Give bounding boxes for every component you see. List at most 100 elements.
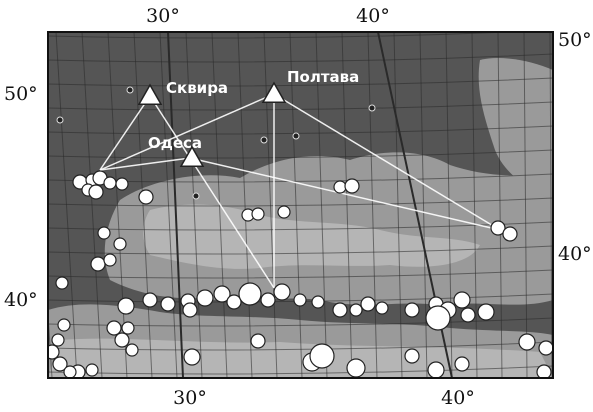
left-lat-label-40: 40°	[4, 289, 38, 311]
station-label-skvyra: Сквира	[166, 79, 228, 97]
station-marker-odesa	[179, 145, 205, 167]
parallel-line	[48, 269, 553, 279]
circle-event-icon	[85, 363, 99, 377]
meridian-line	[237, 32, 253, 378]
circle-event-icon	[538, 340, 553, 356]
circle-event-icon	[113, 237, 127, 251]
meridian-line	[289, 32, 303, 378]
circle-event-icon	[142, 292, 158, 308]
meridian-line	[133, 32, 153, 378]
ray-path	[99, 95, 151, 171]
circle-event-icon	[404, 302, 420, 318]
circle-event-icon	[502, 226, 518, 242]
meridian-line	[263, 32, 278, 378]
station-label-poltava: Полтава	[287, 68, 359, 86]
circle-event-icon	[360, 296, 376, 312]
circle-event-icon	[121, 321, 135, 335]
circle-event-icon	[344, 178, 360, 194]
point-marker-icon	[368, 104, 376, 112]
parallel-line	[48, 197, 553, 207]
right-lat-label-50: 50°	[558, 29, 592, 51]
point-marker-icon	[126, 86, 134, 94]
circle-event-icon	[490, 220, 506, 236]
circle-event-icon	[114, 332, 130, 348]
circle-event-icon	[425, 305, 451, 331]
circle-event-icon	[196, 289, 214, 307]
meridian-line	[159, 32, 178, 378]
circle-event-icon	[250, 333, 266, 349]
circle-event-icon	[103, 253, 117, 267]
circle-event-icon	[293, 293, 307, 307]
top-lon-label-30: 30°	[146, 5, 180, 27]
meridian-30	[167, 32, 184, 378]
circle-event-icon	[260, 292, 276, 308]
ray-path	[273, 93, 501, 231]
right-lat-label-40: 40°	[558, 243, 592, 265]
circle-event-icon	[349, 303, 363, 317]
meridian-line	[445, 32, 453, 378]
ray-paths	[99, 93, 501, 289]
circle-event-icon	[52, 356, 68, 372]
circle-event-icon	[404, 348, 420, 364]
event-markers	[48, 86, 553, 378]
circle-event-icon	[48, 344, 60, 360]
point-marker-icon	[292, 132, 300, 140]
circle-event-icon	[138, 189, 154, 205]
circle-event-icon	[117, 297, 135, 315]
circle-event-icon	[346, 358, 366, 378]
circle-event-icon	[183, 348, 201, 366]
meridian-line	[549, 32, 553, 378]
circle-event-icon	[427, 361, 445, 378]
circle-event-icon	[90, 256, 106, 272]
circle-event-icon	[453, 291, 471, 309]
parallel-line	[48, 125, 553, 135]
station-marker-skvyra	[137, 83, 163, 105]
station-marker-poltava	[261, 81, 287, 103]
circle-event-icon	[88, 184, 104, 200]
parallel-line	[48, 245, 553, 255]
circle-event-icon	[518, 333, 536, 351]
circle-event-icon	[213, 285, 231, 303]
circle-event-icon	[333, 180, 347, 194]
ray-path	[189, 157, 501, 231]
ray-path	[189, 157, 275, 289]
meridian-line	[576, 32, 577, 378]
circle-event-icon	[160, 296, 176, 312]
point-marker-icon	[56, 116, 64, 124]
circle-event-icon	[375, 301, 389, 315]
meridian-line	[55, 32, 78, 378]
bottom-lon-label-30: 30°	[173, 387, 207, 409]
ray-path	[99, 157, 191, 171]
top-lon-label-40: 40°	[356, 5, 390, 27]
parallel-line	[48, 53, 553, 63]
parallel-line	[48, 221, 553, 231]
circle-event-icon	[115, 177, 129, 191]
circle-event-icon	[226, 294, 242, 310]
circle-event-icon	[57, 318, 71, 332]
circle-event-icon	[97, 226, 111, 240]
circle-event-icon	[460, 307, 476, 323]
circle-event-icon	[51, 333, 65, 347]
circle-event-icon	[125, 343, 139, 357]
parallel-line	[48, 77, 553, 87]
circle-event-icon	[536, 364, 552, 378]
circle-event-icon	[238, 282, 262, 306]
circle-event-icon	[273, 283, 291, 301]
meridian-line	[471, 32, 478, 378]
circle-event-icon	[55, 276, 69, 290]
point-marker-icon	[192, 192, 200, 200]
graticule	[48, 32, 577, 398]
circle-event-icon	[103, 176, 117, 190]
circle-event-icon	[311, 295, 325, 309]
circle-event-icon	[251, 207, 265, 221]
left-lat-label-50: 50°	[4, 83, 38, 105]
parallel-line	[48, 365, 553, 375]
circle-event-icon	[63, 365, 77, 378]
parallel-line	[48, 390, 553, 398]
map-frame	[47, 31, 554, 379]
meridian-line	[185, 32, 203, 378]
station-label-odesa: Одеса	[148, 134, 202, 152]
point-marker-icon	[260, 136, 268, 144]
